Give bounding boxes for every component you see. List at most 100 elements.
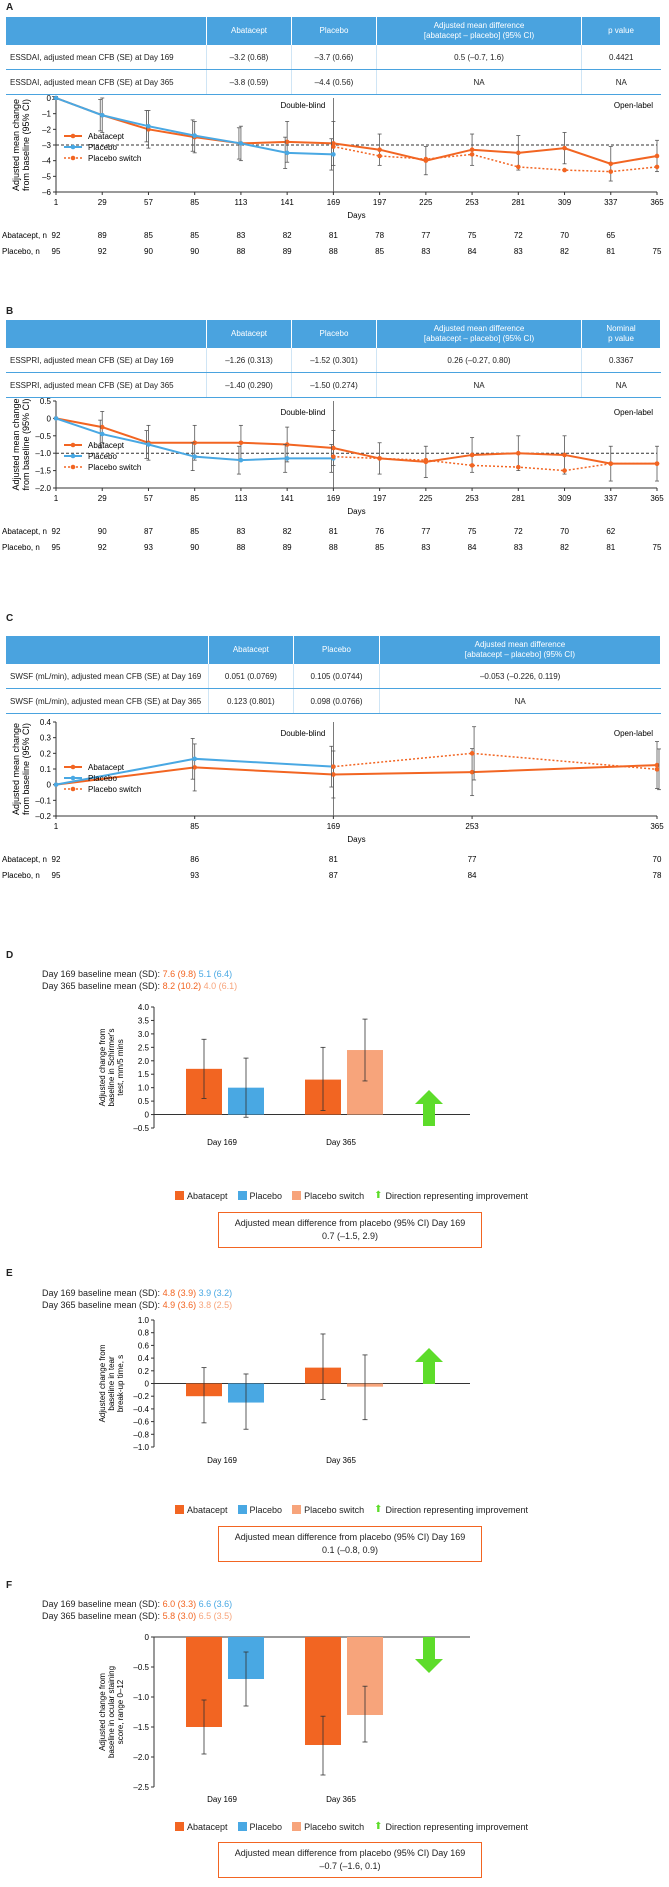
panel-b-table: Abatacept Placebo Adjusted mean difference… — [6, 320, 661, 398]
table-cell: NA — [378, 688, 661, 714]
category-label: Day 365 — [326, 1138, 356, 1147]
count-value: 77 — [421, 527, 430, 536]
count-value: 62 — [606, 527, 615, 536]
category-label: Day 169 — [207, 1138, 237, 1147]
x-tick-label: 113 — [235, 494, 248, 503]
legend-label: Placebo — [88, 774, 117, 783]
baseline-label: Day 365 baseline mean (SD): — [42, 1611, 163, 1621]
data-point — [469, 751, 475, 756]
panel-a-table: Abatacept Placebo Adjusted mean difference… — [6, 17, 661, 95]
series-line-abatacept — [55, 417, 657, 465]
count-value: 78 — [375, 231, 384, 240]
count-value: 81 — [329, 231, 338, 240]
count-value: 87 — [144, 527, 153, 536]
table-cell: –1.52 (0.301) — [291, 348, 377, 373]
chart-d: 4.0 3.5 3.0 2.5 2.0 1.5 1.0 0.5 0 –0.5 Adjusted ch… — [98, 1003, 470, 1147]
baseline-line: Day 169 baseline mean (SD): 6.0 (3.3) 6.… — [42, 1598, 232, 1610]
data-point — [331, 454, 336, 459]
y-tick-label: 0 — [145, 1633, 150, 1642]
count-value: 83 — [421, 543, 430, 552]
difference-value: 0.7 (–1.5, 2.9) — [321, 1231, 379, 1241]
y-tick-label: 0.6 — [138, 1341, 150, 1350]
y-axis-label: Adjusted mean changefrom baseline (95% C… — [11, 99, 31, 191]
x-tick-label: 197 — [373, 198, 387, 207]
legend-swatch — [292, 1191, 302, 1200]
baseline-placebo: 4.0 (6.1) — [201, 981, 238, 991]
baseline-placebo: 6.6 (3.6) — [196, 1599, 233, 1609]
data-point — [469, 152, 475, 157]
legend-item: Abatacept — [175, 1505, 228, 1515]
x-tick-label: 1 — [54, 822, 59, 831]
data-point — [238, 440, 244, 446]
data-point — [654, 762, 660, 768]
table-cell: SWSF (mL/min), adjusted mean CFB (SE) at… — [6, 664, 209, 689]
table-header-cell: Placebo — [293, 636, 380, 664]
baseline-abatacept: 4.8 (3.9) — [162, 1288, 197, 1298]
count-value: 85 — [190, 527, 199, 536]
y-tick-label: –0.6 — [133, 1418, 149, 1427]
difference-box: Adjusted mean difference from placebo (9… — [218, 1842, 482, 1878]
baseline-label: Day 169 baseline mean (SD): — [42, 1288, 163, 1298]
y-tick-label: 1.5 — [138, 1070, 150, 1079]
table-cell: ESSDAI, adjusted mean CFB (SE) at Day 16… — [6, 45, 207, 70]
data-point — [284, 150, 290, 156]
legend-item: Placebo — [237, 1504, 283, 1515]
panel-letter: F — [6, 1580, 13, 1591]
legend-item: ⬆ Direction representing improvement — [374, 1504, 528, 1515]
panel-letter: B — [6, 306, 14, 317]
table-cell: –3.8 (0.59) — [206, 69, 292, 95]
y-axis-label: Adjusted change frombaseline in Schirmer… — [98, 1028, 125, 1106]
legend-label: Abatacept — [187, 1190, 228, 1201]
y-tick-label: 0.4 — [138, 1354, 150, 1363]
count-value: 70 — [560, 527, 569, 536]
y-tick-label: 0.4 — [40, 718, 52, 727]
legend-label: Placebo — [249, 1190, 283, 1201]
x-tick-label: 29 — [98, 494, 107, 503]
data-point — [99, 431, 105, 437]
table-cell: –3.2 (0.68) — [206, 45, 292, 70]
data-point — [469, 452, 475, 458]
count-row-label: Abatacept, n — [2, 231, 47, 240]
panel-letter: E — [6, 1268, 13, 1279]
data-point — [562, 468, 567, 473]
arrow-up-icon: ⬆ — [374, 1190, 383, 1201]
count-value: 77 — [468, 855, 477, 864]
data-point — [423, 156, 429, 162]
table-cell: –1.50 (0.274) — [291, 372, 377, 398]
annotation-double-blind: Double-blind — [280, 729, 325, 738]
data-point — [284, 139, 290, 145]
table-cell: 0.123 (0.801) — [207, 688, 294, 714]
y-tick-label: –0.1 — [35, 796, 51, 805]
x-axis-label: Days — [347, 507, 365, 516]
data-point — [423, 457, 429, 463]
category-label: Day 169 — [207, 1456, 237, 1465]
legend-swatch — [175, 1822, 184, 1831]
count-value: 85 — [144, 231, 153, 240]
count-value: 92 — [52, 527, 61, 536]
count-value: 81 — [329, 855, 338, 864]
y-axis-label: Adjusted change frombaseline in ocular s… — [98, 1666, 125, 1758]
baseline-text: Day 169 baseline mean (SD): 7.6 (9.8) 5.… — [42, 968, 237, 992]
table-cell: ESSPRI, adjusted mean CFB (SE) at Day 16… — [6, 348, 207, 373]
baseline-placebo: 6.5 (3.5) — [196, 1611, 233, 1621]
y-tick-label: 0.5 — [40, 397, 52, 406]
category-label: Day 365 — [326, 1456, 356, 1465]
table-cell: –1.40 (0.290) — [206, 372, 292, 398]
table-header-cell: Adjusted mean difference [abatacept – pla… — [379, 636, 662, 664]
count-value: 84 — [468, 247, 477, 256]
difference-value: –0.7 (–1.6, 0.1) — [319, 1861, 381, 1871]
x-tick-label: 365 — [650, 198, 664, 207]
data-point — [192, 756, 197, 762]
x-tick-label: 225 — [419, 198, 433, 207]
baseline-placebo: 3.8 (2.5) — [196, 1300, 233, 1310]
legend-item: Placebo — [237, 1822, 282, 1832]
legend-label: Placebo — [249, 1504, 283, 1515]
baseline-line: Day 169 baseline mean (SD): 4.8 (3.9) 3.… — [42, 1287, 232, 1299]
annotation-double-blind: Double-blind — [280, 101, 325, 110]
table-header-cell: Nominal p value — [581, 320, 661, 348]
x-tick-label: 141 — [280, 494, 294, 503]
baseline-text: Day 169 baseline mean (SD): 4.8 (3.9) 3.… — [42, 1287, 232, 1311]
count-value: 86 — [190, 855, 199, 864]
baseline-line: Day 365 baseline mean (SD): 4.9 (3.6) 3.… — [42, 1299, 232, 1311]
baseline-abatacept: 7.6 (9.8) — [162, 969, 197, 979]
